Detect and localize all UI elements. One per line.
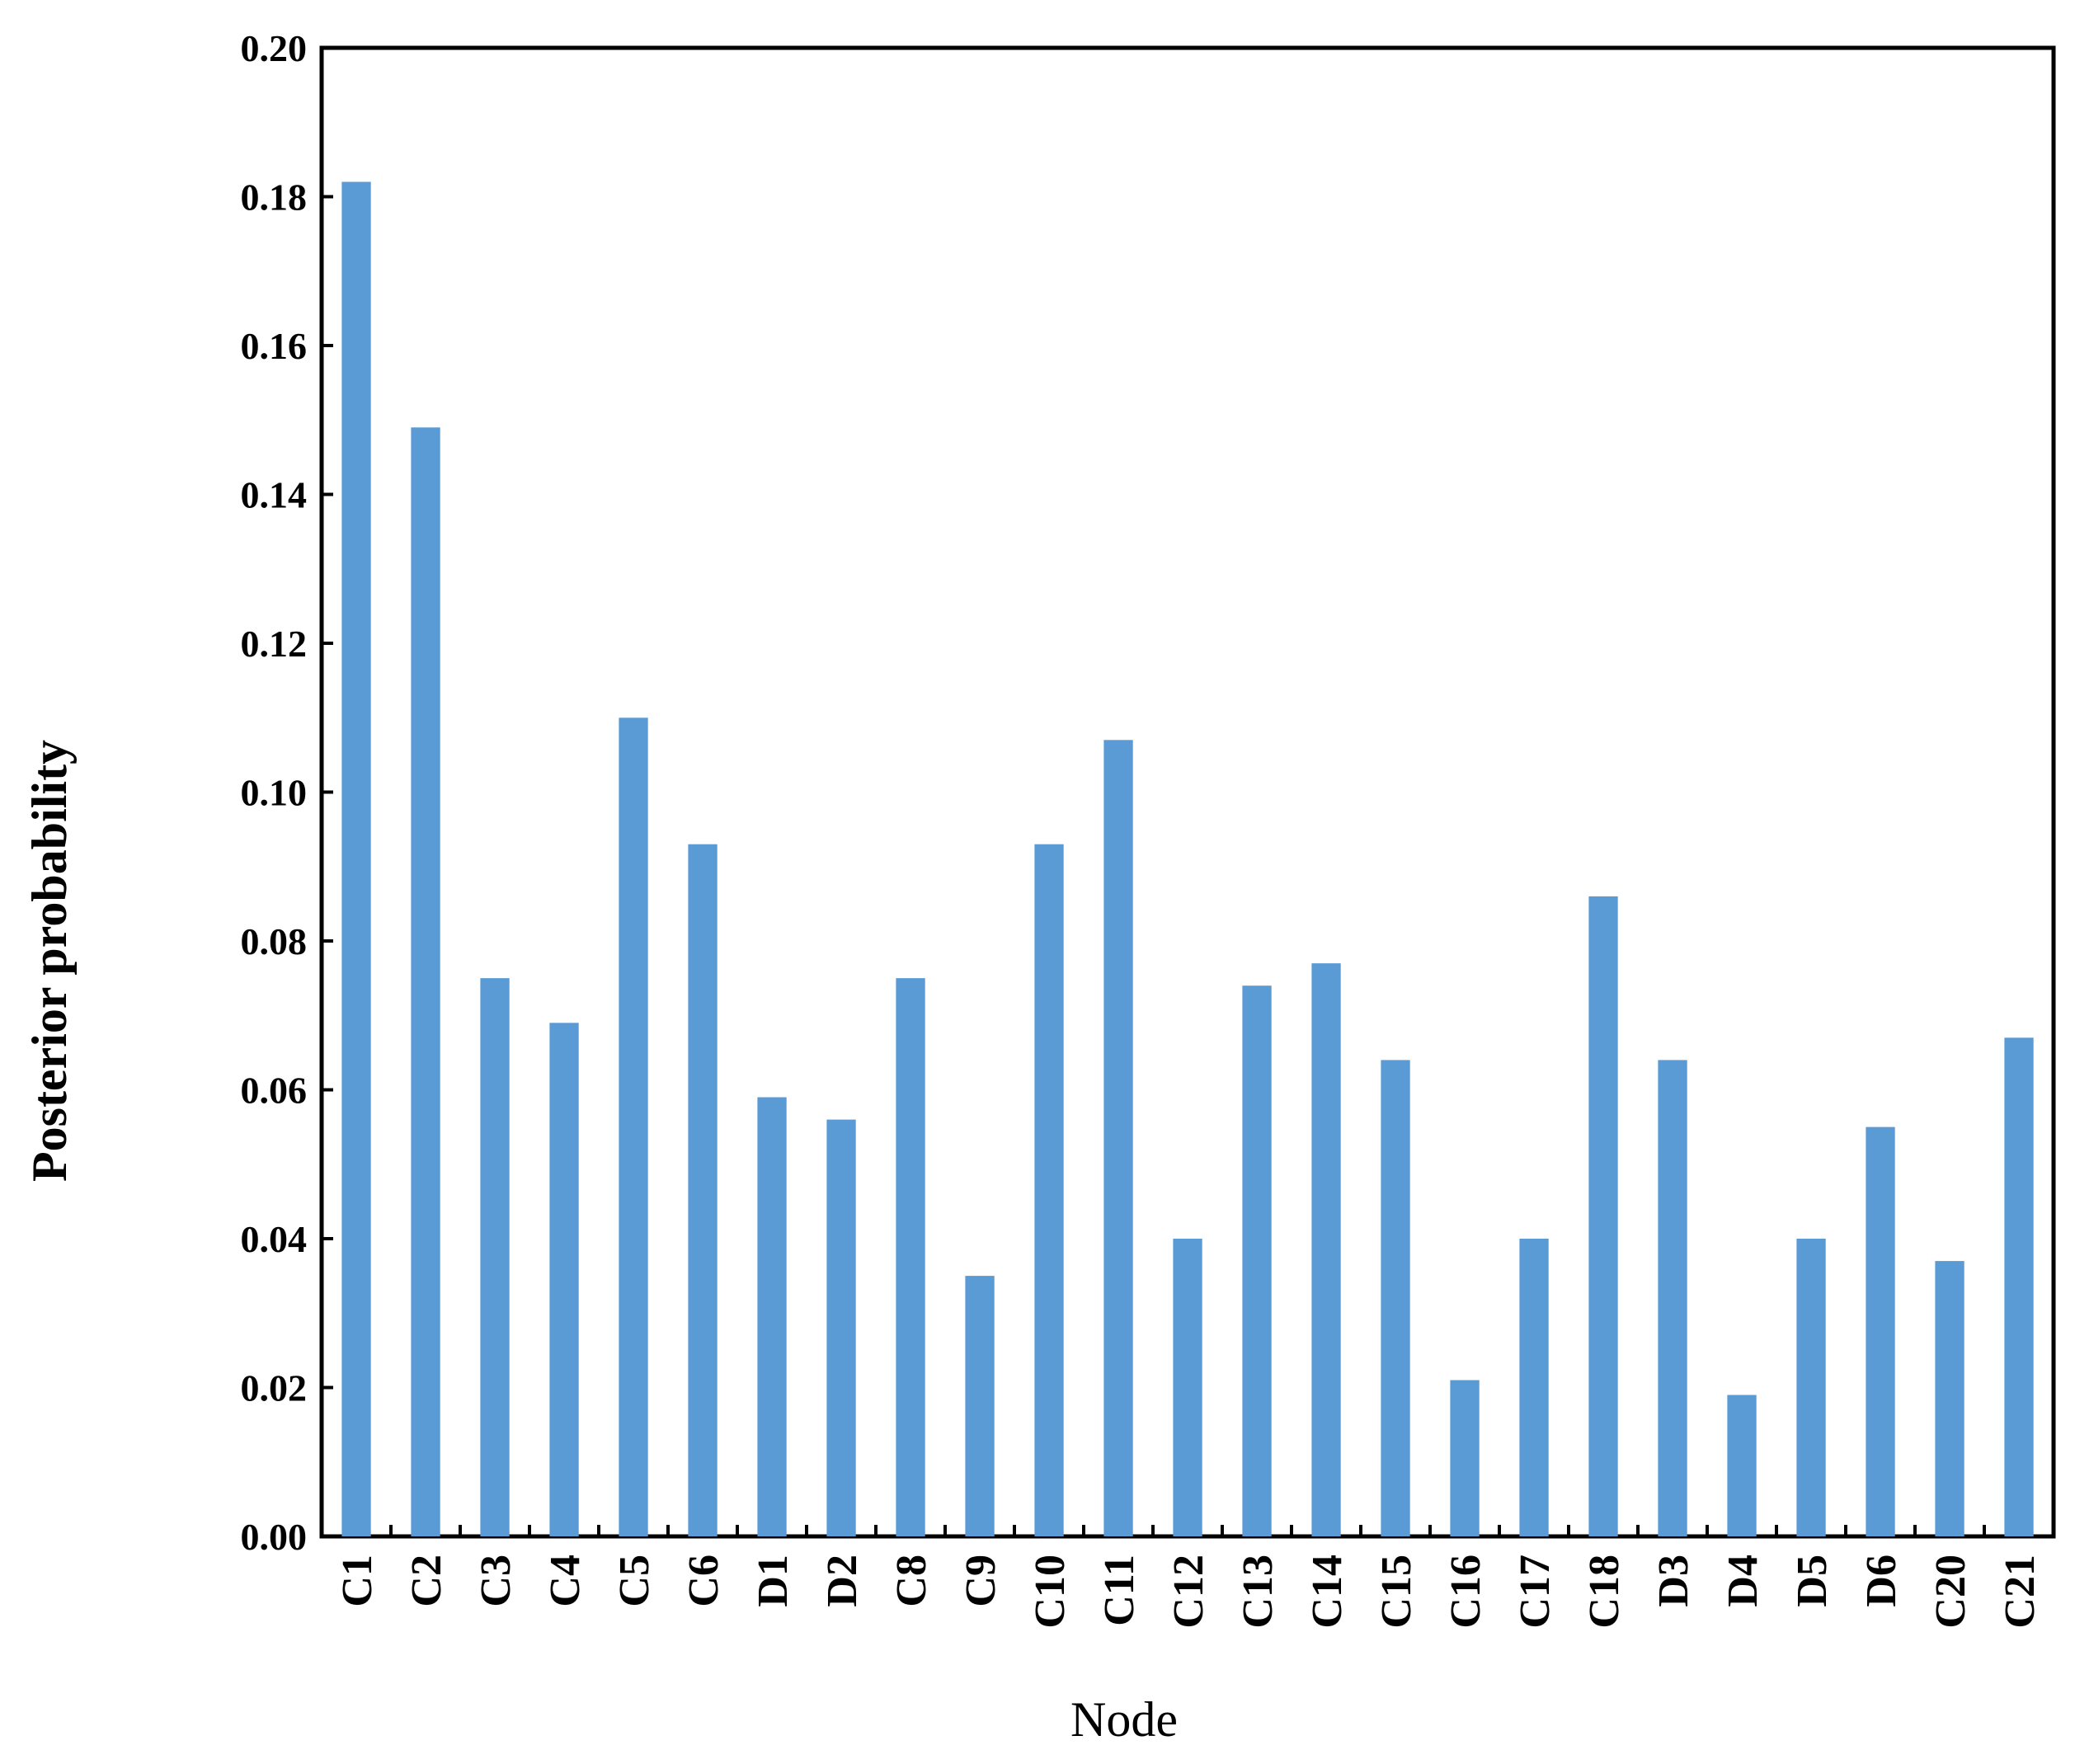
bar-C20 <box>1935 1261 1964 1536</box>
y-tick-label: 0.18 <box>241 176 308 219</box>
bar-C17 <box>1519 1239 1549 1536</box>
x-tick-label: C5 <box>611 1555 658 1607</box>
bar-D4 <box>1727 1395 1757 1536</box>
x-tick-label: C11 <box>1096 1555 1143 1626</box>
x-tick-label: D4 <box>1720 1555 1767 1607</box>
y-axis-title: Posterior probability <box>22 740 77 1182</box>
y-tick-label: 0.20 <box>241 27 308 69</box>
x-tick-label: C6 <box>680 1555 727 1607</box>
x-tick-label: C9 <box>958 1555 1005 1607</box>
bars-group <box>341 181 2034 1536</box>
bar-C2 <box>411 427 440 1536</box>
x-axis-title: Node <box>1070 1692 1178 1747</box>
x-tick-label: C10 <box>1027 1555 1074 1629</box>
x-tick-label: C15 <box>1373 1555 1420 1629</box>
bar-C5 <box>619 717 648 1536</box>
bar-D2 <box>826 1119 856 1536</box>
bar-C3 <box>480 978 510 1536</box>
bar-C8 <box>896 978 925 1536</box>
y-axis: 0.00 0.02 0.04 0.06 0.08 0.10 0.12 0.14 0.16 0.18… <box>241 27 333 1558</box>
x-tick-label: C20 <box>1927 1555 1974 1629</box>
bar-C15 <box>1381 1060 1410 1536</box>
y-tick-label: 0.06 <box>241 1070 308 1112</box>
bar-D3 <box>1658 1060 1687 1536</box>
bar-C12 <box>1173 1239 1202 1536</box>
bar-C18 <box>1588 896 1618 1536</box>
bar-C9 <box>965 1276 995 1536</box>
bar-C10 <box>1034 844 1064 1536</box>
bar-C1 <box>341 181 371 1536</box>
bar-C21 <box>2004 1037 2034 1536</box>
bar-C16 <box>1450 1380 1480 1536</box>
x-tick-label: C17 <box>1512 1555 1559 1629</box>
bar-C13 <box>1242 985 1272 1536</box>
bar-C4 <box>549 1023 579 1536</box>
x-tick-label: C8 <box>888 1555 935 1607</box>
bar-D1 <box>757 1097 787 1536</box>
y-tick-label: 0.14 <box>241 474 308 516</box>
x-tick-label: D5 <box>1789 1555 1836 1607</box>
x-tick-label: C4 <box>542 1555 589 1607</box>
x-axis: C1 C2 C3 C4 C5 C6 D1 D2 C8 C9 C10 C11 C12 C13 C14 C15 C1… <box>320 1525 2055 1629</box>
y-tick-label: 0.04 <box>241 1218 308 1260</box>
x-tick-label: C18 <box>1581 1555 1628 1629</box>
x-tick-label: D2 <box>819 1555 866 1607</box>
x-tick-label: C21 <box>1997 1555 2044 1629</box>
bar-C6 <box>688 844 718 1536</box>
y-tick-label: 0.08 <box>241 920 308 962</box>
x-tick-label: C12 <box>1165 1555 1212 1629</box>
bar-C14 <box>1311 963 1341 1536</box>
x-tick-label: C2 <box>403 1555 450 1607</box>
x-tick-label: C13 <box>1235 1555 1282 1629</box>
x-tick-label: C14 <box>1304 1555 1351 1629</box>
y-tick-label: 0.00 <box>241 1516 308 1558</box>
x-tick-label: D6 <box>1858 1555 1905 1607</box>
x-tick-label: C3 <box>473 1555 520 1607</box>
bar-D5 <box>1796 1239 1826 1536</box>
y-tick-label: 0.16 <box>241 325 308 367</box>
x-tick-label: D1 <box>750 1555 797 1607</box>
x-tick-label: C1 <box>334 1555 381 1607</box>
bar-C11 <box>1103 740 1133 1536</box>
y-tick-label: 0.12 <box>241 623 308 665</box>
bar-D6 <box>1866 1127 1895 1536</box>
x-tick-label: C16 <box>1442 1555 1489 1629</box>
y-tick-label: 0.10 <box>241 772 308 814</box>
y-tick-label: 0.02 <box>241 1367 308 1409</box>
x-tick-label: D3 <box>1650 1555 1697 1607</box>
